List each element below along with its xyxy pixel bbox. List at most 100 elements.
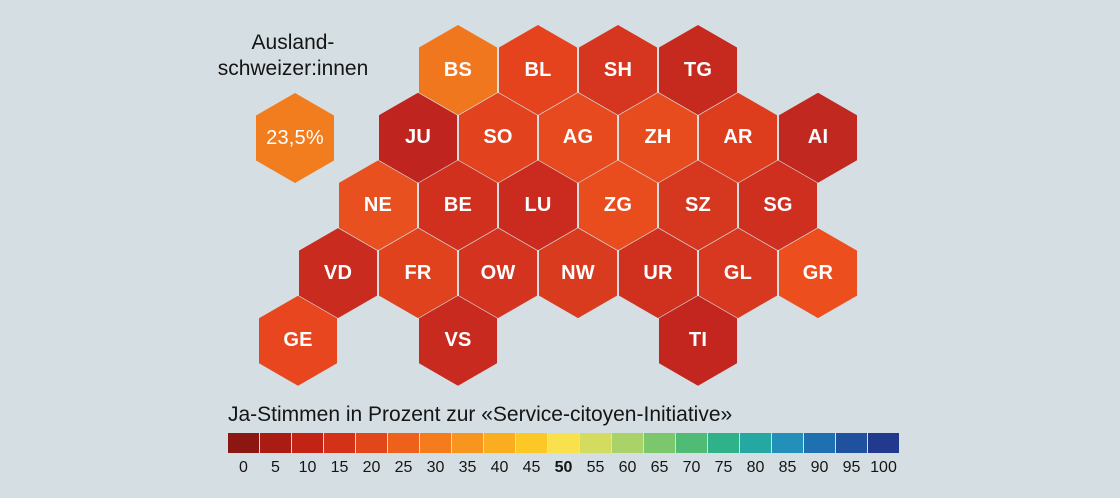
legend-tick-45: 45 bbox=[522, 459, 541, 476]
canton-code-label: JU bbox=[405, 126, 431, 149]
canton-code-label: AR bbox=[723, 126, 753, 149]
legend-tick-5: 5 bbox=[271, 459, 280, 476]
canton-hex-tg: TG bbox=[659, 25, 737, 115]
canton-code-label: VS bbox=[444, 329, 472, 352]
canton-hex-ti: TI bbox=[659, 295, 737, 386]
legend-swatch-100 bbox=[868, 433, 899, 453]
canton-code-label: SG bbox=[763, 193, 793, 216]
canton-code-label: NE bbox=[363, 193, 393, 216]
canton-code-label: BS bbox=[443, 58, 473, 81]
canton-code-label: BE bbox=[443, 193, 473, 216]
canton-hex-ai: AI bbox=[779, 92, 857, 183]
canton-hex-so: SO bbox=[459, 92, 537, 183]
canton-code-label: GL bbox=[723, 261, 753, 284]
legend-tick-90: 90 bbox=[810, 459, 829, 476]
canton-code-label: ZH bbox=[644, 126, 672, 149]
canton-hex-vs: VS bbox=[419, 295, 497, 386]
legend-title: Ja-Stimmen in Prozent zur «Service-citoy… bbox=[228, 403, 733, 426]
canton-code-label: NW bbox=[561, 261, 595, 284]
legend-tick-40: 40 bbox=[490, 459, 509, 476]
canton-hex-zg: ZG bbox=[579, 160, 657, 251]
legend-swatch-15 bbox=[324, 433, 355, 453]
legend-tick-95: 95 bbox=[842, 459, 861, 476]
legend-tick-85: 85 bbox=[778, 459, 797, 476]
legend-swatch-85 bbox=[772, 433, 803, 453]
canton-hex-bl: BL bbox=[499, 25, 577, 115]
canton-code-label: BL bbox=[524, 58, 552, 81]
abroad-label-line2: schweizer:innen bbox=[217, 57, 369, 80]
legend-tick-70: 70 bbox=[682, 459, 701, 476]
canton-code-label: FR bbox=[404, 261, 432, 284]
legend-swatch-45 bbox=[516, 433, 547, 453]
abroad-label: Ausland- schweizer:innen bbox=[183, 30, 403, 82]
legend-tick-20: 20 bbox=[362, 459, 381, 476]
legend-swatch-55 bbox=[580, 433, 611, 453]
canton-hex-ge: GE bbox=[259, 295, 337, 386]
canton-hex-vd: VD bbox=[299, 228, 377, 319]
canton-code-label: GR bbox=[802, 261, 834, 284]
legend-tick-80: 80 bbox=[746, 459, 765, 476]
canton-hex-lu: LU bbox=[499, 160, 577, 251]
canton-code-label: SZ bbox=[685, 193, 711, 216]
legend-tick-10: 10 bbox=[298, 459, 317, 476]
abroad-label-line1: Ausland- bbox=[251, 31, 335, 54]
canton-hex-ju: JU bbox=[379, 92, 457, 183]
abroad-value: 23,5% bbox=[266, 126, 324, 149]
canton-hex-nw: NW bbox=[539, 228, 617, 319]
legend-tick-labels: 0 5 10 15 20 25 30 35 40 45 50 55 60 65 70 75 80 85 90 95 10… bbox=[228, 459, 899, 477]
legend-tick-60: 60 bbox=[618, 459, 637, 476]
legend-tick-25: 25 bbox=[394, 459, 413, 476]
canton-code-label: TG bbox=[683, 58, 713, 81]
canton-code-label: SO bbox=[483, 126, 513, 149]
canton-hex-ar: AR bbox=[699, 92, 777, 183]
legend-swatch-90 bbox=[804, 433, 835, 453]
canton-code-label: UR bbox=[643, 261, 673, 284]
legend-swatch-10 bbox=[292, 433, 323, 453]
canton-code-label: AI bbox=[807, 126, 829, 149]
canton-code-label: GE bbox=[283, 329, 313, 352]
canton-hex-ag: AG bbox=[539, 92, 617, 183]
legend-swatch-25 bbox=[388, 433, 419, 453]
canton-hex-zh: ZH bbox=[619, 92, 697, 183]
legend-swatch-30 bbox=[420, 433, 451, 453]
canton-hex-be: BE bbox=[419, 160, 497, 251]
legend-tick-35: 35 bbox=[458, 459, 477, 476]
legend-swatch-0 bbox=[228, 433, 259, 453]
legend-swatch-60 bbox=[612, 433, 643, 453]
legend-swatch-40 bbox=[484, 433, 515, 453]
legend-tick-100: 100 bbox=[870, 459, 897, 476]
canton-code-label: TI bbox=[688, 329, 708, 352]
legend-swatch-70 bbox=[676, 433, 707, 453]
legend-tick-30: 30 bbox=[426, 459, 445, 476]
legend-swatch-95 bbox=[836, 433, 867, 453]
canton-code-label: SH bbox=[603, 58, 633, 81]
canton-code-label: OW bbox=[480, 261, 516, 284]
canton-hex-fr: FR bbox=[379, 228, 457, 319]
canton-hex-sh: SH bbox=[579, 25, 657, 115]
legend-swatch-65 bbox=[644, 433, 675, 453]
legend-tick-0: 0 bbox=[239, 459, 248, 476]
canton-code-label: AG bbox=[562, 126, 594, 149]
canton-hex-sz: SZ bbox=[659, 160, 737, 251]
legend-tick-50: 50 bbox=[554, 459, 573, 476]
legend-tick-15: 15 bbox=[330, 459, 349, 476]
legend-swatch-20 bbox=[356, 433, 387, 453]
canton-code-label: VD bbox=[323, 261, 353, 284]
canton-hex-bs: BS bbox=[419, 25, 497, 115]
legend-swatch-35 bbox=[452, 433, 483, 453]
legend-tick-75: 75 bbox=[714, 459, 733, 476]
canton-hex-ne: NE bbox=[339, 160, 417, 251]
canton-hex-ur: UR bbox=[619, 228, 697, 319]
legend-tick-65: 65 bbox=[650, 459, 669, 476]
canton-hex-gl: GL bbox=[699, 228, 777, 319]
abroad-hex: 23,5% bbox=[256, 93, 334, 183]
legend-swatch-80 bbox=[740, 433, 771, 453]
legend-swatch-5 bbox=[260, 433, 291, 453]
canton-code-label: ZG bbox=[603, 193, 633, 216]
canton-hex-gr: GR bbox=[779, 228, 857, 319]
legend-color-scale bbox=[228, 433, 899, 453]
legend-tick-55: 55 bbox=[586, 459, 605, 476]
legend-swatch-50 bbox=[548, 433, 579, 453]
canton-code-label: LU bbox=[524, 193, 552, 216]
